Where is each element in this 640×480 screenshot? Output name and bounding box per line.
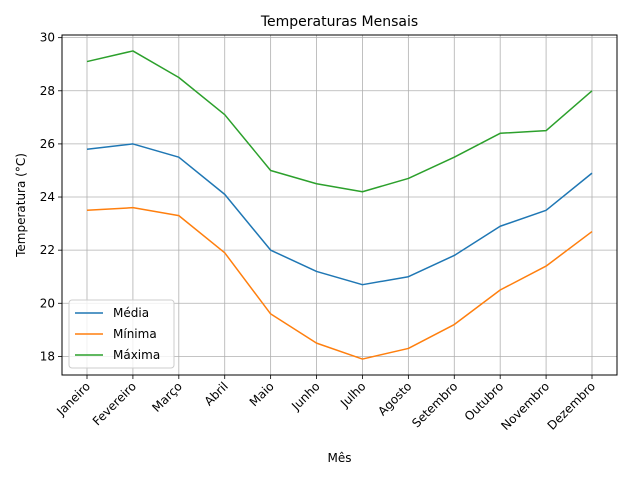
y-tick-label: 18	[40, 349, 55, 363]
legend: Média Mínima Máxima	[68, 299, 175, 369]
legend-label: Média	[113, 306, 149, 320]
series-line	[86, 206, 593, 360]
legend-box	[68, 299, 175, 369]
y-tick-label: 20	[40, 296, 55, 310]
series-line	[86, 143, 593, 286]
y-tick-label: 22	[40, 243, 55, 257]
legend-label: Máxima	[113, 348, 160, 362]
chart-title: Temperaturas Mensais	[260, 14, 418, 30]
legend-label: Mínima	[113, 327, 157, 341]
y-tick-label: 30	[40, 31, 55, 45]
y-axis-ticks: 18 20 22 24 26 28 30	[40, 31, 62, 363]
x-axis-label: Mês	[328, 451, 352, 465]
y-tick-label: 24	[40, 190, 55, 204]
y-axis-label: Temperatura (°C)	[14, 153, 28, 258]
series-lines	[86, 50, 593, 360]
series-line	[86, 50, 593, 193]
y-tick-label: 26	[40, 137, 55, 151]
plot-frame	[61, 34, 618, 376]
y-tick-label: 28	[40, 84, 55, 98]
